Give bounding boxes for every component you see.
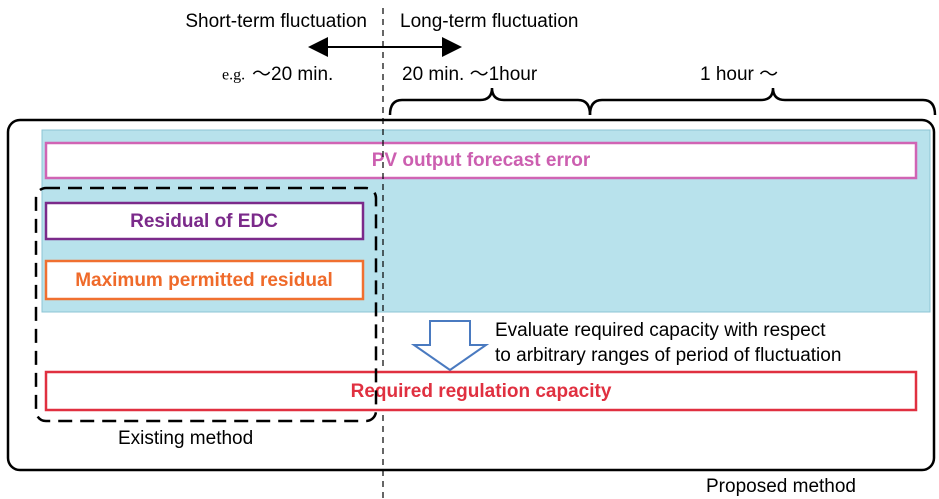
note-line2: to arbitrary ranges of period of fluctua… xyxy=(495,345,841,366)
required-text: Required regulation capacity xyxy=(351,381,612,402)
long-range-label: 1 hour ～ xyxy=(700,64,778,85)
max-residual-text: Maximum permitted residual xyxy=(75,270,333,291)
short-range-label: ～20 min. xyxy=(252,64,333,85)
proposed-label: Proposed method xyxy=(706,476,856,497)
eg-label: e.g. xyxy=(222,67,245,84)
mid-range-label: 20 min. ～1hour xyxy=(402,64,538,85)
brace-mid xyxy=(388,87,592,116)
proposed-frame xyxy=(6,118,936,472)
pv-error-text: PV output forecast error xyxy=(372,150,591,171)
pv-error-box xyxy=(44,141,918,180)
down-arrow xyxy=(410,320,490,372)
existing-frame xyxy=(34,186,378,423)
short-term-label: Short-term fluctuation xyxy=(185,11,367,32)
existing-label: Existing method xyxy=(118,428,253,449)
residual-edc-text: Residual of EDC xyxy=(130,211,278,232)
note-line1: Evaluate required capacity with respect xyxy=(495,320,826,341)
long-term-label: Long-term fluctuation xyxy=(400,11,579,32)
required-box xyxy=(44,370,918,412)
brace-long xyxy=(588,87,937,116)
residual-edc-box xyxy=(44,201,365,241)
max-residual-box xyxy=(44,259,365,301)
